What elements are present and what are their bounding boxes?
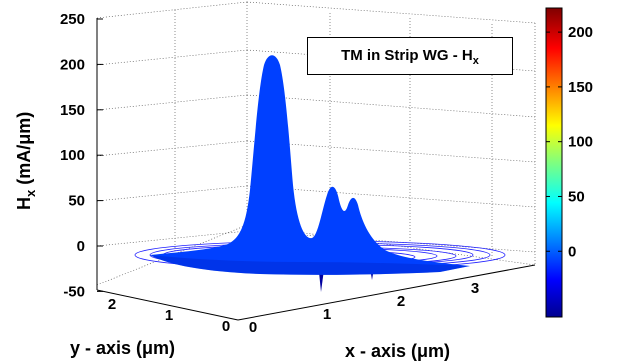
- x-tick-label: 1: [323, 306, 331, 323]
- surface-shade: [150, 255, 470, 275]
- x-axis-label: x - axis (μm): [345, 341, 450, 361]
- colorbar-tick-label: 150: [568, 79, 593, 96]
- y-tick-label: 1: [165, 307, 173, 324]
- y-tick-label: 0: [222, 318, 230, 335]
- z-axis-ticks: 250 200 150 100 50 0 -50: [60, 11, 103, 300]
- colorbar-tick-label: 100: [568, 134, 593, 151]
- z-tick-label: 0: [77, 238, 85, 255]
- y-axis-label: y - axis (μm): [70, 338, 175, 358]
- z-tick-label: 50: [68, 193, 85, 210]
- x-axis-ticks: 0 1 2 3: [249, 280, 479, 336]
- z-tick-label: 150: [60, 102, 85, 119]
- axis-lines: [96, 18, 536, 321]
- x-tick-label: 2: [397, 293, 405, 310]
- surface: [150, 55, 470, 275]
- colorbar-tick-label: 50: [568, 188, 585, 205]
- colorbar-tick-label: 200: [568, 24, 593, 41]
- colorbar: [545, 7, 563, 318]
- z-axis-label: Hx (mA/μm): [14, 112, 38, 210]
- chart-title: TM in Strip WG - Hx: [307, 37, 513, 75]
- z-tick-label: 250: [60, 11, 85, 28]
- y-axis-ticks: 0 1 2: [108, 296, 230, 335]
- x-tick-label: 3: [471, 280, 479, 297]
- z-tick-label: 100: [60, 147, 85, 164]
- x-tick-label: 0: [249, 319, 257, 336]
- colorbar-tick-label: 0: [568, 243, 576, 260]
- colorbar-ticks: 200 150 100 50 0: [546, 24, 593, 260]
- y-tick-label: 2: [108, 296, 116, 313]
- z-tick-label: 200: [60, 56, 85, 73]
- z-tick-label: -50: [63, 283, 85, 300]
